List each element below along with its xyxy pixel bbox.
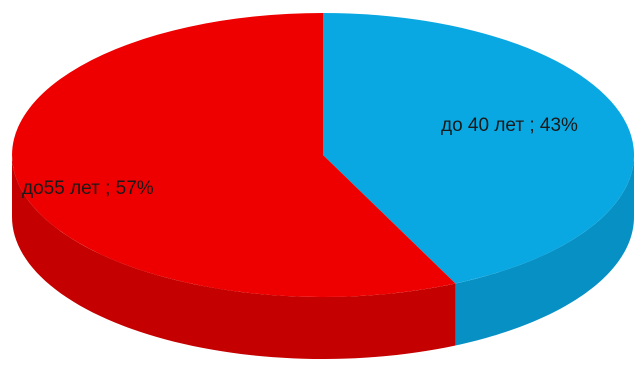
pie-tops	[12, 13, 634, 298]
slice-label-0: до 40 лет ; 43%	[441, 115, 578, 136]
slice-top-1	[12, 13, 456, 298]
slice-side-1	[12, 155, 456, 359]
slice-label-1: до55 лет ; 57%	[22, 178, 154, 199]
pie-sides	[12, 155, 634, 359]
slice-side-0	[455, 155, 634, 346]
pie-labels: до 40 лет ; 43% до55 лет ; 57%	[22, 115, 578, 199]
slice-top-0	[323, 13, 634, 284]
